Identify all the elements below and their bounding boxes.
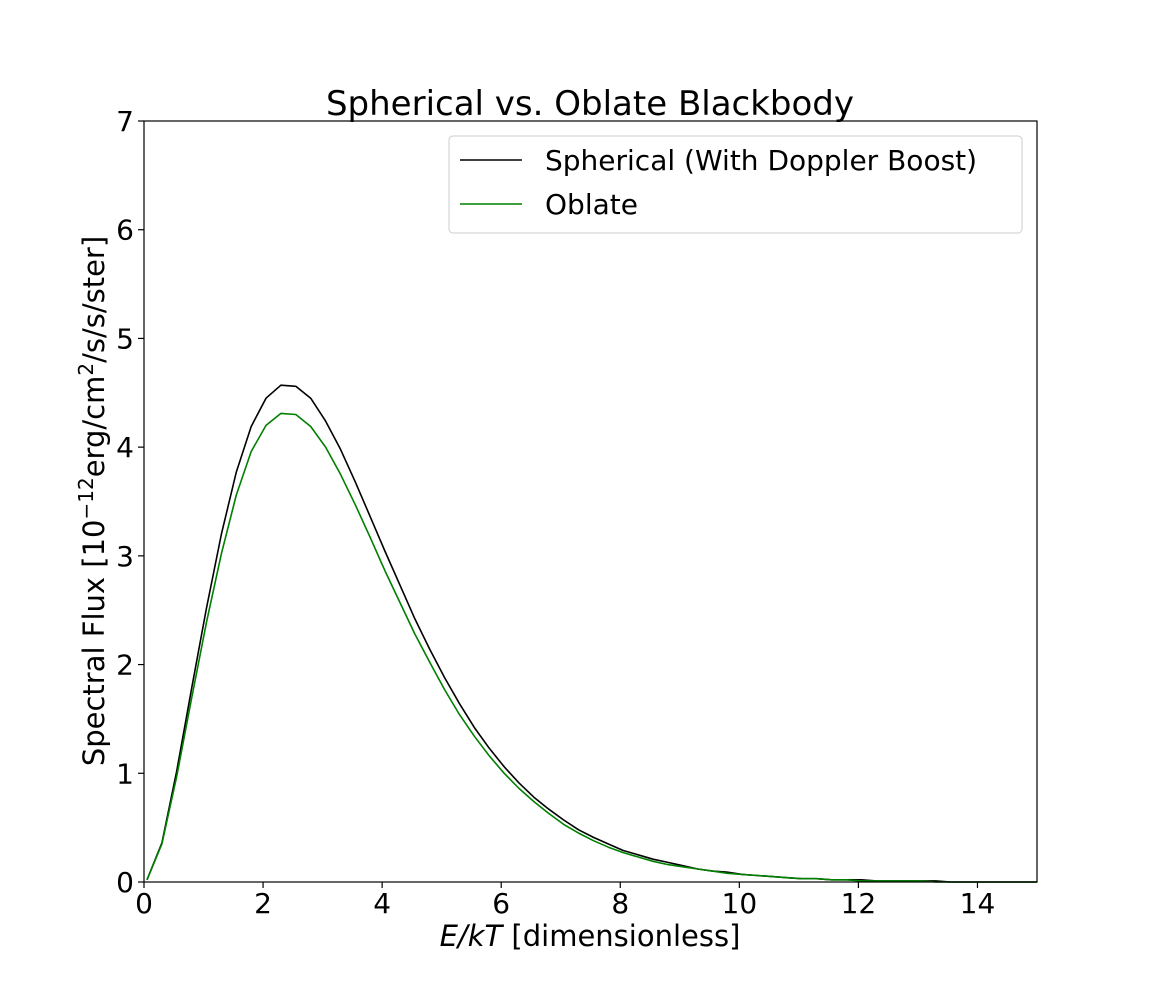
y-axis-ticks: 0 1 2 3 4 5 6 7 [116, 105, 144, 899]
x-tick-label: 10 [722, 887, 758, 920]
y-tick-label: 6 [116, 214, 134, 247]
y-tick-label: 1 [116, 757, 134, 790]
x-tick-label: 0 [135, 887, 153, 920]
plot-area-frame [143, 120, 1038, 883]
chart-title: Spherical vs. Oblate Blackbody [326, 84, 854, 124]
y-tick-label: 3 [116, 540, 134, 573]
x-axis-ticks: 0 2 4 6 8 10 12 14 [135, 882, 995, 920]
y-tick-label: 0 [116, 866, 134, 899]
y-tick-label: 7 [116, 105, 134, 138]
legend-box [448, 135, 1023, 234]
x-axis-label: E/kT [dimensionless] [440, 919, 741, 953]
y-tick-label: 2 [116, 649, 134, 682]
x-tick-label: 4 [373, 887, 391, 920]
plot-lines [146, 384, 1037, 883]
x-tick-label: 8 [611, 887, 629, 920]
legend: Spherical (With Doppler Boost) Oblate [448, 135, 1023, 234]
y-axis-label: Spectral Flux [10−12erg/cm2/s/s/ster] [74, 236, 111, 766]
legend-label-oblate: Oblate [545, 188, 638, 221]
y-tick-label: 5 [116, 322, 134, 355]
series-line-oblate [146, 412, 1037, 883]
legend-label-spherical: Spherical (With Doppler Boost) [545, 144, 977, 177]
y-tick-label: 4 [116, 431, 134, 464]
x-tick-label: 12 [841, 887, 877, 920]
x-tick-label: 2 [254, 887, 272, 920]
x-tick-label: 14 [960, 887, 996, 920]
x-tick-label: 6 [492, 887, 510, 920]
